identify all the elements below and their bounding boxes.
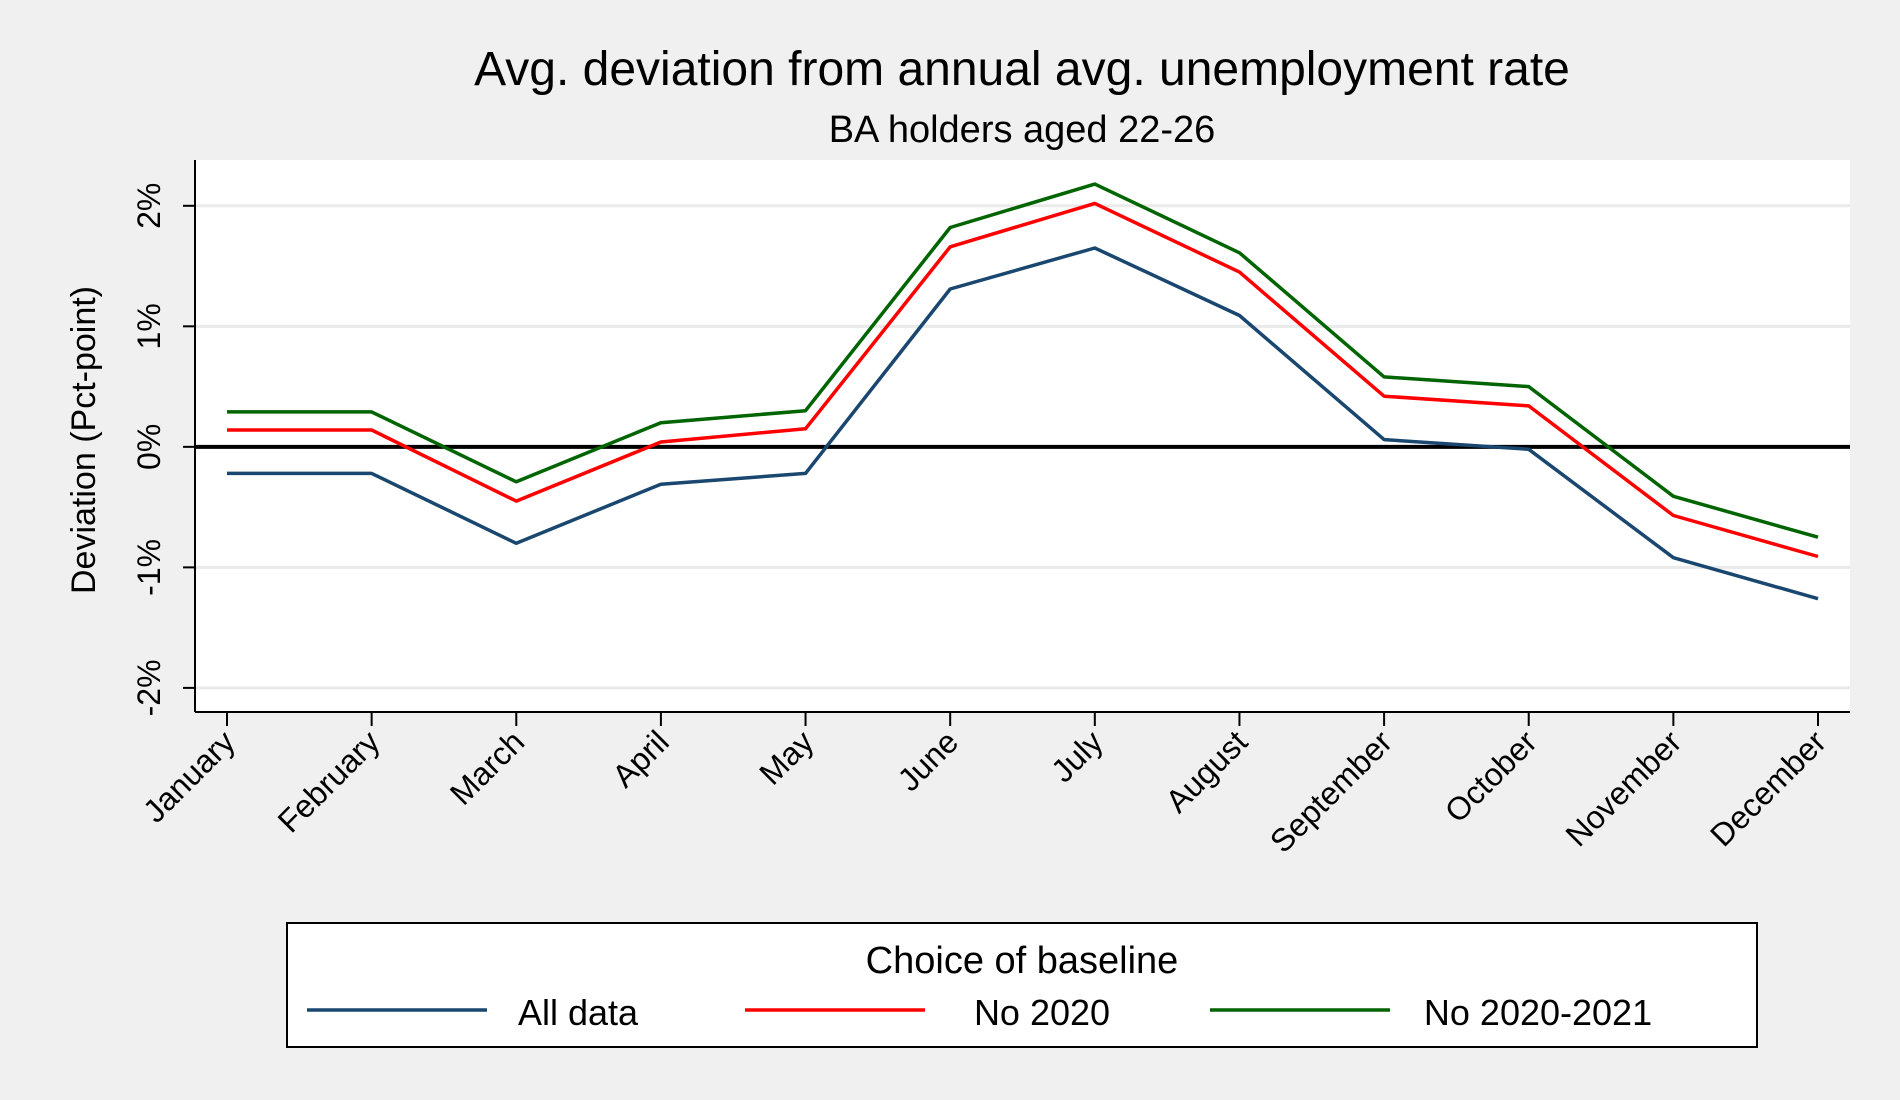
legend-label: No 2020-2021	[1424, 992, 1652, 1033]
legend-box	[286, 922, 1758, 1048]
x-tick-label: January	[136, 723, 242, 829]
y-tick-label: 2%	[131, 183, 167, 229]
series-line-all-data	[227, 246, 1819, 601]
chart-subtitle: BA holders aged 22-26	[829, 109, 1216, 151]
x-tick-label: November	[1558, 723, 1688, 853]
x-tick-label: June	[891, 723, 966, 798]
x-tick-label: December	[1703, 723, 1833, 853]
series-line-no-2020	[227, 201, 1819, 559]
x-tick-label: August	[1159, 723, 1255, 819]
legend-label: All data	[518, 992, 639, 1033]
series-line-no-2020-2021	[227, 182, 1819, 539]
y-tick-label: 0%	[131, 424, 167, 470]
legend: Choice of baseline All data No 2020 No 2020…	[286, 922, 1758, 1048]
y-tick-label: -2%	[131, 659, 167, 716]
x-tick-label: April	[605, 723, 676, 794]
x-tick-label: October	[1438, 723, 1544, 829]
y-axis-label: Deviation (Pct-point)	[65, 286, 103, 594]
x-tick-label: February	[271, 723, 387, 839]
legend-label: No 2020	[974, 992, 1110, 1033]
legend-title: Choice of baseline	[866, 940, 1179, 982]
plot-area	[195, 160, 1850, 712]
x-tick-label: September	[1263, 723, 1399, 859]
x-tick-label: May	[752, 723, 820, 791]
chart-title: Avg. deviation from annual avg. unemploy…	[474, 43, 1570, 96]
y-tick-label: 1%	[131, 303, 167, 349]
series-lines	[195, 182, 1850, 601]
x-tick-label: March	[443, 723, 531, 811]
y-tick-label: -1%	[131, 539, 167, 596]
x-tick-label: July	[1044, 723, 1110, 789]
